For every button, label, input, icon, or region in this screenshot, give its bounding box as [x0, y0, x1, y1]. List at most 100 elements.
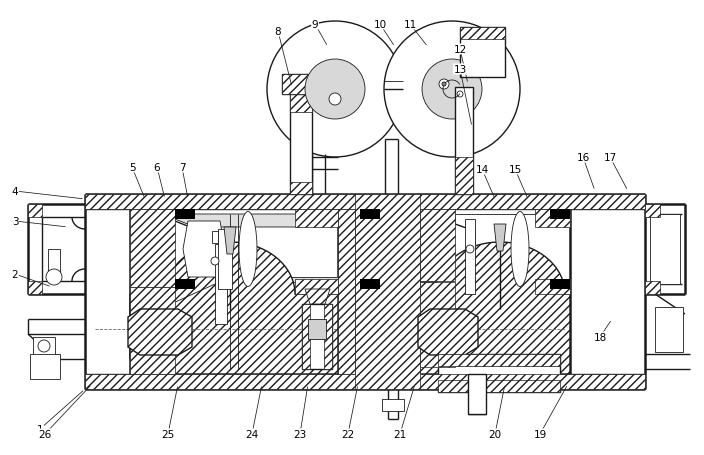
Polygon shape [183, 222, 225, 278]
Bar [290, 88, 312, 195]
Bar [85, 195, 645, 210]
Text: 25: 25 [161, 429, 175, 439]
Polygon shape [494, 224, 506, 252]
Polygon shape [420, 243, 570, 374]
Text: 4: 4 [12, 187, 18, 197]
Bar [455, 157, 473, 195]
Bar [290, 88, 312, 113]
Polygon shape [420, 214, 475, 283]
Bar [212, 232, 218, 243]
Text: 14: 14 [475, 165, 489, 175]
Circle shape [442, 83, 446, 87]
Bar [130, 210, 175, 288]
Bar [438, 354, 560, 392]
Polygon shape [128, 309, 192, 355]
Text: 2: 2 [12, 269, 18, 279]
Bar [48, 249, 60, 279]
Text: 10: 10 [373, 20, 386, 30]
Ellipse shape [511, 212, 529, 287]
Circle shape [211, 258, 219, 265]
Text: 18: 18 [593, 332, 607, 342]
Bar [645, 205, 660, 217]
Bar [420, 283, 455, 367]
Circle shape [305, 60, 365, 120]
Bar [324, 304, 332, 369]
Bar [295, 210, 338, 228]
Text: 12: 12 [453, 45, 467, 55]
Text: 22: 22 [341, 429, 355, 439]
Circle shape [267, 22, 403, 157]
Bar [290, 182, 312, 195]
Text: 7: 7 [179, 162, 185, 172]
Bar [465, 219, 475, 294]
Polygon shape [305, 289, 330, 304]
Text: 8: 8 [275, 27, 282, 37]
Circle shape [46, 269, 62, 285]
Circle shape [466, 245, 474, 253]
Text: 26: 26 [39, 429, 51, 439]
Bar [175, 210, 195, 219]
Bar [645, 281, 660, 294]
Polygon shape [130, 288, 195, 359]
Text: 6: 6 [153, 162, 161, 172]
Bar [30, 354, 60, 379]
Text: 9: 9 [312, 20, 318, 30]
Bar [550, 279, 570, 289]
Text: 16: 16 [577, 153, 590, 162]
Text: 19: 19 [534, 429, 546, 439]
Text: 5: 5 [129, 162, 135, 172]
Bar [175, 279, 195, 289]
Bar [438, 380, 560, 392]
Polygon shape [175, 278, 338, 283]
Bar [28, 205, 42, 217]
Text: 3: 3 [12, 217, 18, 227]
Bar [302, 304, 332, 369]
Text: 15: 15 [508, 165, 522, 175]
Text: 23: 23 [294, 429, 307, 439]
Circle shape [457, 92, 463, 98]
Text: 17: 17 [603, 153, 617, 162]
Bar [33, 337, 55, 355]
Text: 20: 20 [489, 429, 501, 439]
Circle shape [329, 94, 341, 106]
Bar [460, 28, 505, 40]
Bar [130, 288, 175, 374]
Bar [360, 279, 380, 289]
Bar [650, 214, 680, 284]
Bar [655, 307, 683, 352]
Circle shape [384, 22, 520, 157]
Bar [282, 75, 320, 95]
Circle shape [439, 80, 449, 90]
Bar [438, 354, 560, 366]
Polygon shape [175, 214, 338, 228]
Text: 13: 13 [453, 65, 467, 75]
Circle shape [422, 60, 482, 120]
Bar [420, 210, 455, 281]
Bar [535, 279, 570, 294]
Bar [535, 210, 570, 228]
Bar [218, 229, 232, 289]
Circle shape [38, 340, 50, 352]
Bar [355, 195, 420, 389]
Bar [295, 279, 338, 294]
Text: 1: 1 [37, 424, 44, 434]
Bar [308, 319, 326, 339]
Bar [550, 210, 570, 219]
Bar [382, 399, 404, 411]
Bar [85, 374, 645, 389]
Text: 11: 11 [403, 20, 417, 30]
Polygon shape [130, 210, 195, 288]
Polygon shape [418, 309, 478, 355]
Bar [338, 210, 355, 374]
Bar [302, 304, 310, 369]
Bar [360, 210, 380, 219]
Text: 24: 24 [246, 429, 258, 439]
Bar [28, 281, 42, 294]
Bar [215, 244, 227, 324]
Bar [455, 88, 473, 195]
Bar [460, 28, 505, 78]
Ellipse shape [239, 212, 257, 287]
Text: 21: 21 [394, 429, 407, 439]
Polygon shape [130, 243, 338, 374]
Polygon shape [224, 228, 236, 254]
